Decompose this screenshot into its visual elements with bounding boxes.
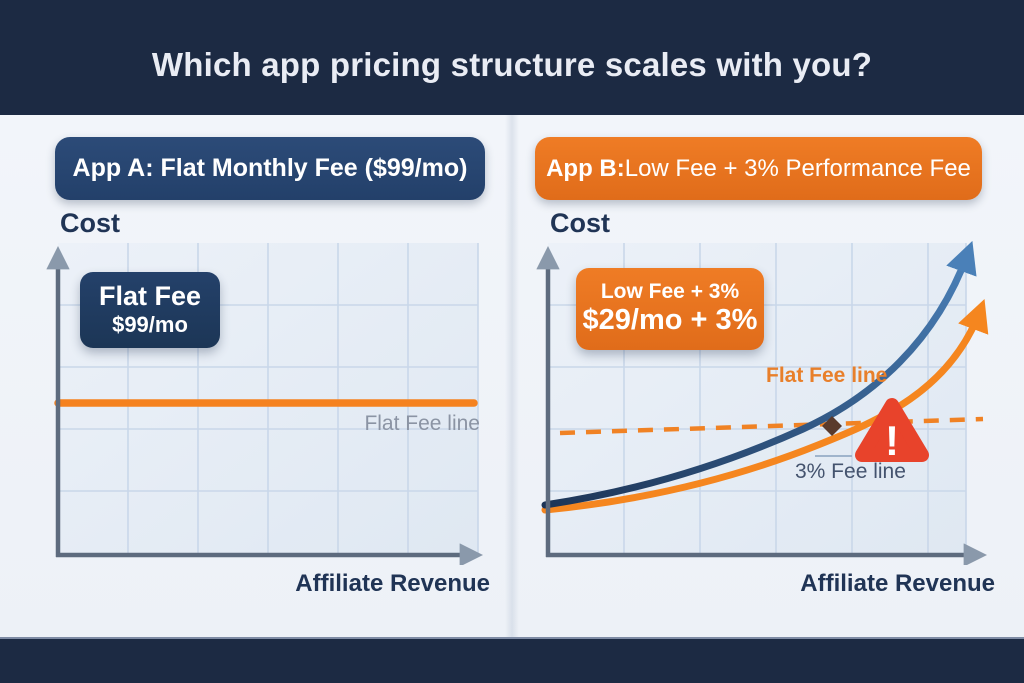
warning-icon: ! xyxy=(855,398,929,464)
app-b-crossover-diamond-marker xyxy=(822,416,842,436)
app-b-flat-fee-dashed-line xyxy=(559,416,984,436)
app-b-3pct-fee-line-label: 3% Fee line xyxy=(795,460,906,483)
app-a-header-badge: App A: Flat Monthly Fee ($99/mo) xyxy=(55,137,485,200)
page-title: Which app pricing structure scales with … xyxy=(151,45,873,83)
app-a-callout-line1: Flat Fee xyxy=(98,281,202,312)
app-a-callout-line2: $99/mo xyxy=(112,311,188,337)
app-b-y-axis-title: Cost xyxy=(550,208,610,238)
app-a-flat-fee-line-label: Flat Fee line xyxy=(364,412,480,435)
panel-divider xyxy=(505,115,519,637)
app-b-header-badge: App B: Low Fee + 3% Performance Fee xyxy=(535,137,982,200)
warning-exclamation-mark: ! xyxy=(885,417,899,464)
app-b-3pct-fee-curve xyxy=(541,298,989,514)
app-a-x-axis-title: Affiliate Revenue xyxy=(295,570,490,597)
app-b-total-cost-curve xyxy=(541,240,977,509)
app-b-header-rest: Low Fee + 3% Performance Fee xyxy=(624,154,971,182)
app-b-flat-fee-line-label: Flat Fee line xyxy=(766,364,888,387)
app-a-callout-badge: Flat Fee $99/mo xyxy=(80,272,220,348)
app-b-x-axis-title: Affiliate Revenue xyxy=(800,570,995,597)
top-band: Which app pricing structure scales with … xyxy=(0,0,1024,115)
app-b-gridlines xyxy=(548,243,967,555)
app-a-header-label: App A: Flat Monthly Fee ($99/mo) xyxy=(72,154,468,182)
app-b-callout-line1: Low Fee + 3% xyxy=(600,280,740,304)
app-b-callout-badge: Low Fee + 3% $29/mo + 3% xyxy=(576,268,764,350)
app-b-callout-line2: $29/mo + 3% xyxy=(582,304,758,337)
app-a-y-axis-title: Cost xyxy=(60,208,120,238)
bottom-band xyxy=(0,637,1024,683)
app-b-header-prefix: App B: xyxy=(546,154,625,182)
